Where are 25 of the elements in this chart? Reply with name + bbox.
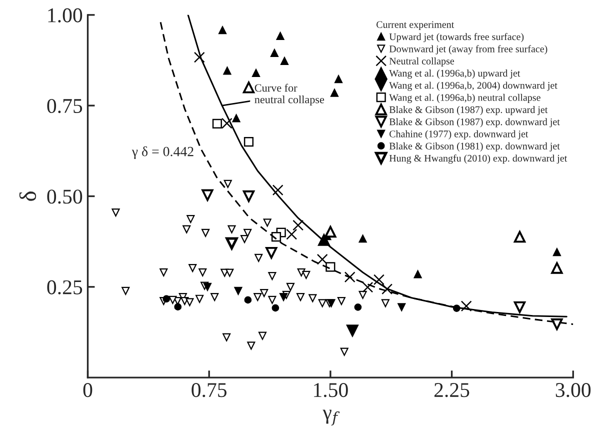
y-axis-title: δ [19, 192, 36, 201]
y-tick-label: 0.50 [47, 190, 82, 204]
legend-label: Downward jet (away from free surface) [389, 45, 548, 54]
legend-label: Upward jet (towards free surface) [389, 32, 524, 42]
x-tick-label: 1.50 [314, 383, 348, 398]
x-tick-label: 2.25 [434, 383, 470, 398]
legend-label: Wang et al. (1996a,b) upward jet [389, 70, 520, 79]
y-tick-label: 0.25 [47, 280, 82, 294]
y-tick-label: 0.75 [47, 98, 82, 114]
legend-label: Neutral collapse [389, 57, 454, 66]
legend-label: Hung & Hwangfu (2010) exp. downward jet [389, 154, 568, 164]
x-tick-label: 0 [83, 383, 92, 398]
legend-label: Wang et al. (1996a,b) neutral collapse [389, 94, 540, 103]
x-tick-label: 3.00 [556, 383, 591, 398]
legend-label: Blake & Gibson (1981) exp. downward jet [389, 142, 560, 152]
legend-label: Blake & Gibson (1987) exp. downward jet [389, 118, 560, 128]
y-tick-label: 1.00 [48, 8, 82, 22]
x-tick-label: 0.75 [192, 383, 227, 398]
legend-title: Current experiment [376, 21, 454, 30]
x-axis-title: γ$_{f}$ [322, 410, 340, 426]
legend-label: Wang et al. (1996a,b, 2004) downward jet [389, 82, 558, 91]
annotation: Curve for neutral collapse [254, 84, 324, 106]
legend-label: Chahine (1977) exp. downward jet [390, 130, 528, 140]
annotation: γ δ = 0.442 [132, 146, 194, 160]
legend-label: Blake & Gibson (1987) exp. upward jet [389, 106, 548, 116]
